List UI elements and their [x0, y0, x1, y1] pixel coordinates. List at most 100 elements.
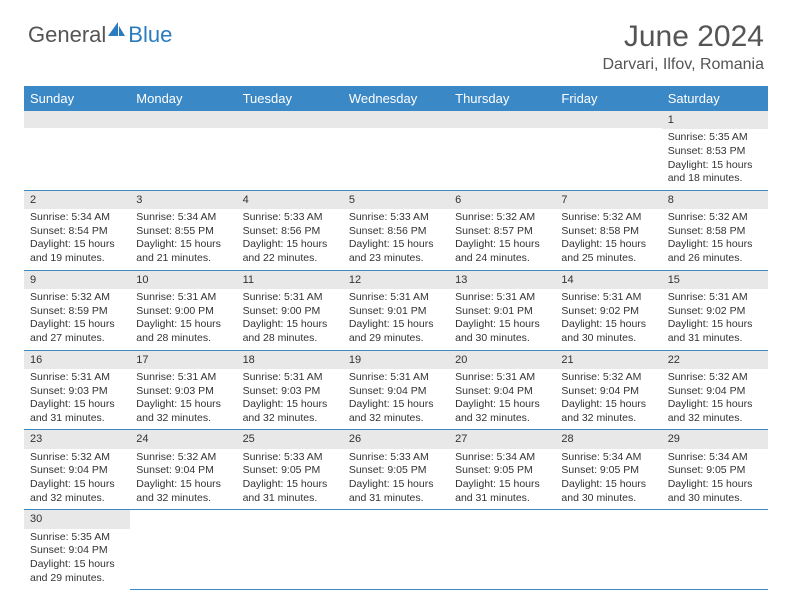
- day-number-bar: 15: [662, 271, 768, 289]
- day-number-bar: 19: [343, 351, 449, 369]
- day-content: Sunrise: 5:34 AMSunset: 8:55 PMDaylight:…: [130, 209, 236, 270]
- day-content: Sunrise: 5:31 AMSunset: 9:04 PMDaylight:…: [449, 369, 555, 430]
- sunrise-line: Sunrise: 5:31 AM: [668, 291, 762, 305]
- logo-sail-icon: [106, 20, 126, 45]
- calendar-cell: 1Sunrise: 5:35 AMSunset: 8:53 PMDaylight…: [662, 111, 768, 190]
- daylight-line-2: and 32 minutes.: [30, 492, 124, 506]
- daylight-line-1: Daylight: 15 hours: [136, 398, 230, 412]
- sunset-line: Sunset: 8:56 PM: [349, 225, 443, 239]
- sunset-line: Sunset: 8:57 PM: [455, 225, 549, 239]
- day-number-bar: 18: [237, 351, 343, 369]
- day-number-bar: 28: [555, 430, 661, 448]
- sunrise-line: Sunrise: 5:32 AM: [668, 211, 762, 225]
- daylight-line-2: and 29 minutes.: [30, 572, 124, 586]
- daylight-line-1: Daylight: 15 hours: [136, 318, 230, 332]
- logo-text-general: General: [28, 22, 106, 48]
- day-content: Sunrise: 5:33 AMSunset: 9:05 PMDaylight:…: [343, 449, 449, 510]
- sunrise-line: Sunrise: 5:31 AM: [243, 371, 337, 385]
- calendar-cell: [130, 111, 236, 190]
- daylight-line-2: and 32 minutes.: [455, 412, 549, 426]
- day-number-bar-empty: [130, 111, 236, 128]
- sunrise-line: Sunrise: 5:32 AM: [668, 371, 762, 385]
- daylight-line-2: and 19 minutes.: [30, 252, 124, 266]
- calendar-week-row: 30Sunrise: 5:35 AMSunset: 9:04 PMDayligh…: [24, 510, 768, 589]
- daylight-line-2: and 31 minutes.: [243, 492, 337, 506]
- calendar-cell: 20Sunrise: 5:31 AMSunset: 9:04 PMDayligh…: [449, 350, 555, 430]
- sunrise-line: Sunrise: 5:31 AM: [455, 371, 549, 385]
- day-content: Sunrise: 5:31 AMSunset: 9:00 PMDaylight:…: [237, 289, 343, 350]
- day-number-bar: 17: [130, 351, 236, 369]
- daylight-line-2: and 27 minutes.: [30, 332, 124, 346]
- day-content: Sunrise: 5:32 AMSunset: 9:04 PMDaylight:…: [130, 449, 236, 510]
- sunset-line: Sunset: 9:05 PM: [243, 464, 337, 478]
- sunrise-line: Sunrise: 5:34 AM: [455, 451, 549, 465]
- calendar-cell: [662, 510, 768, 589]
- sunset-line: Sunset: 9:01 PM: [455, 305, 549, 319]
- daylight-line-1: Daylight: 15 hours: [668, 159, 762, 173]
- calendar-cell: 23Sunrise: 5:32 AMSunset: 9:04 PMDayligh…: [24, 430, 130, 510]
- day-content: Sunrise: 5:35 AMSunset: 8:53 PMDaylight:…: [662, 129, 768, 190]
- calendar-cell: 8Sunrise: 5:32 AMSunset: 8:58 PMDaylight…: [662, 190, 768, 270]
- daylight-line-1: Daylight: 15 hours: [668, 398, 762, 412]
- calendar-cell: 26Sunrise: 5:33 AMSunset: 9:05 PMDayligh…: [343, 430, 449, 510]
- daylight-line-2: and 30 minutes.: [561, 492, 655, 506]
- daylight-line-1: Daylight: 15 hours: [668, 478, 762, 492]
- sunrise-line: Sunrise: 5:33 AM: [349, 211, 443, 225]
- sunset-line: Sunset: 9:00 PM: [136, 305, 230, 319]
- calendar-week-row: 9Sunrise: 5:32 AMSunset: 8:59 PMDaylight…: [24, 270, 768, 350]
- day-content: Sunrise: 5:31 AMSunset: 9:03 PMDaylight:…: [130, 369, 236, 430]
- title-block: June 2024 Darvari, Ilfov, Romania: [602, 20, 764, 74]
- calendar-cell: [24, 111, 130, 190]
- daylight-line-2: and 30 minutes.: [668, 492, 762, 506]
- day-content: Sunrise: 5:34 AMSunset: 9:05 PMDaylight:…: [662, 449, 768, 510]
- daylight-line-2: and 22 minutes.: [243, 252, 337, 266]
- day-content: Sunrise: 5:31 AMSunset: 9:02 PMDaylight:…: [662, 289, 768, 350]
- sunrise-line: Sunrise: 5:32 AM: [561, 371, 655, 385]
- weekday-header: Monday: [130, 86, 236, 111]
- sunrise-line: Sunrise: 5:33 AM: [349, 451, 443, 465]
- calendar-cell: 22Sunrise: 5:32 AMSunset: 9:04 PMDayligh…: [662, 350, 768, 430]
- calendar-cell: 9Sunrise: 5:32 AMSunset: 8:59 PMDaylight…: [24, 270, 130, 350]
- daylight-line-1: Daylight: 15 hours: [668, 318, 762, 332]
- sunrise-line: Sunrise: 5:35 AM: [30, 531, 124, 545]
- calendar-cell: [555, 111, 661, 190]
- sunset-line: Sunset: 9:04 PM: [30, 464, 124, 478]
- daylight-line-1: Daylight: 15 hours: [561, 398, 655, 412]
- daylight-line-2: and 25 minutes.: [561, 252, 655, 266]
- sunrise-line: Sunrise: 5:31 AM: [136, 371, 230, 385]
- daylight-line-2: and 30 minutes.: [561, 332, 655, 346]
- daylight-line-2: and 32 minutes.: [136, 412, 230, 426]
- day-content: Sunrise: 5:34 AMSunset: 9:05 PMDaylight:…: [449, 449, 555, 510]
- daylight-line-1: Daylight: 15 hours: [30, 318, 124, 332]
- calendar-cell: 30Sunrise: 5:35 AMSunset: 9:04 PMDayligh…: [24, 510, 130, 589]
- sunset-line: Sunset: 8:54 PM: [30, 225, 124, 239]
- sunrise-line: Sunrise: 5:31 AM: [349, 371, 443, 385]
- sunset-line: Sunset: 9:02 PM: [668, 305, 762, 319]
- day-number-bar-empty: [24, 111, 130, 128]
- daylight-line-1: Daylight: 15 hours: [349, 398, 443, 412]
- sunset-line: Sunset: 9:04 PM: [668, 385, 762, 399]
- calendar-cell: 7Sunrise: 5:32 AMSunset: 8:58 PMDaylight…: [555, 190, 661, 270]
- daylight-line-1: Daylight: 15 hours: [243, 478, 337, 492]
- sunrise-line: Sunrise: 5:35 AM: [668, 131, 762, 145]
- daylight-line-2: and 30 minutes.: [455, 332, 549, 346]
- sunrise-line: Sunrise: 5:32 AM: [455, 211, 549, 225]
- daylight-line-1: Daylight: 15 hours: [668, 238, 762, 252]
- daylight-line-2: and 26 minutes.: [668, 252, 762, 266]
- calendar-cell: 13Sunrise: 5:31 AMSunset: 9:01 PMDayligh…: [449, 270, 555, 350]
- daylight-line-2: and 21 minutes.: [136, 252, 230, 266]
- calendar-cell: 16Sunrise: 5:31 AMSunset: 9:03 PMDayligh…: [24, 350, 130, 430]
- sunset-line: Sunset: 9:03 PM: [30, 385, 124, 399]
- day-content: Sunrise: 5:31 AMSunset: 9:03 PMDaylight:…: [237, 369, 343, 430]
- calendar-week-row: 2Sunrise: 5:34 AMSunset: 8:54 PMDaylight…: [24, 190, 768, 270]
- daylight-line-2: and 32 minutes.: [668, 412, 762, 426]
- weekday-header: Wednesday: [343, 86, 449, 111]
- sunset-line: Sunset: 8:58 PM: [668, 225, 762, 239]
- sunrise-line: Sunrise: 5:33 AM: [243, 211, 337, 225]
- daylight-line-1: Daylight: 15 hours: [243, 318, 337, 332]
- daylight-line-1: Daylight: 15 hours: [561, 478, 655, 492]
- day-number-bar: 27: [449, 430, 555, 448]
- sunset-line: Sunset: 9:00 PM: [243, 305, 337, 319]
- daylight-line-1: Daylight: 15 hours: [30, 478, 124, 492]
- day-content: Sunrise: 5:31 AMSunset: 9:04 PMDaylight:…: [343, 369, 449, 430]
